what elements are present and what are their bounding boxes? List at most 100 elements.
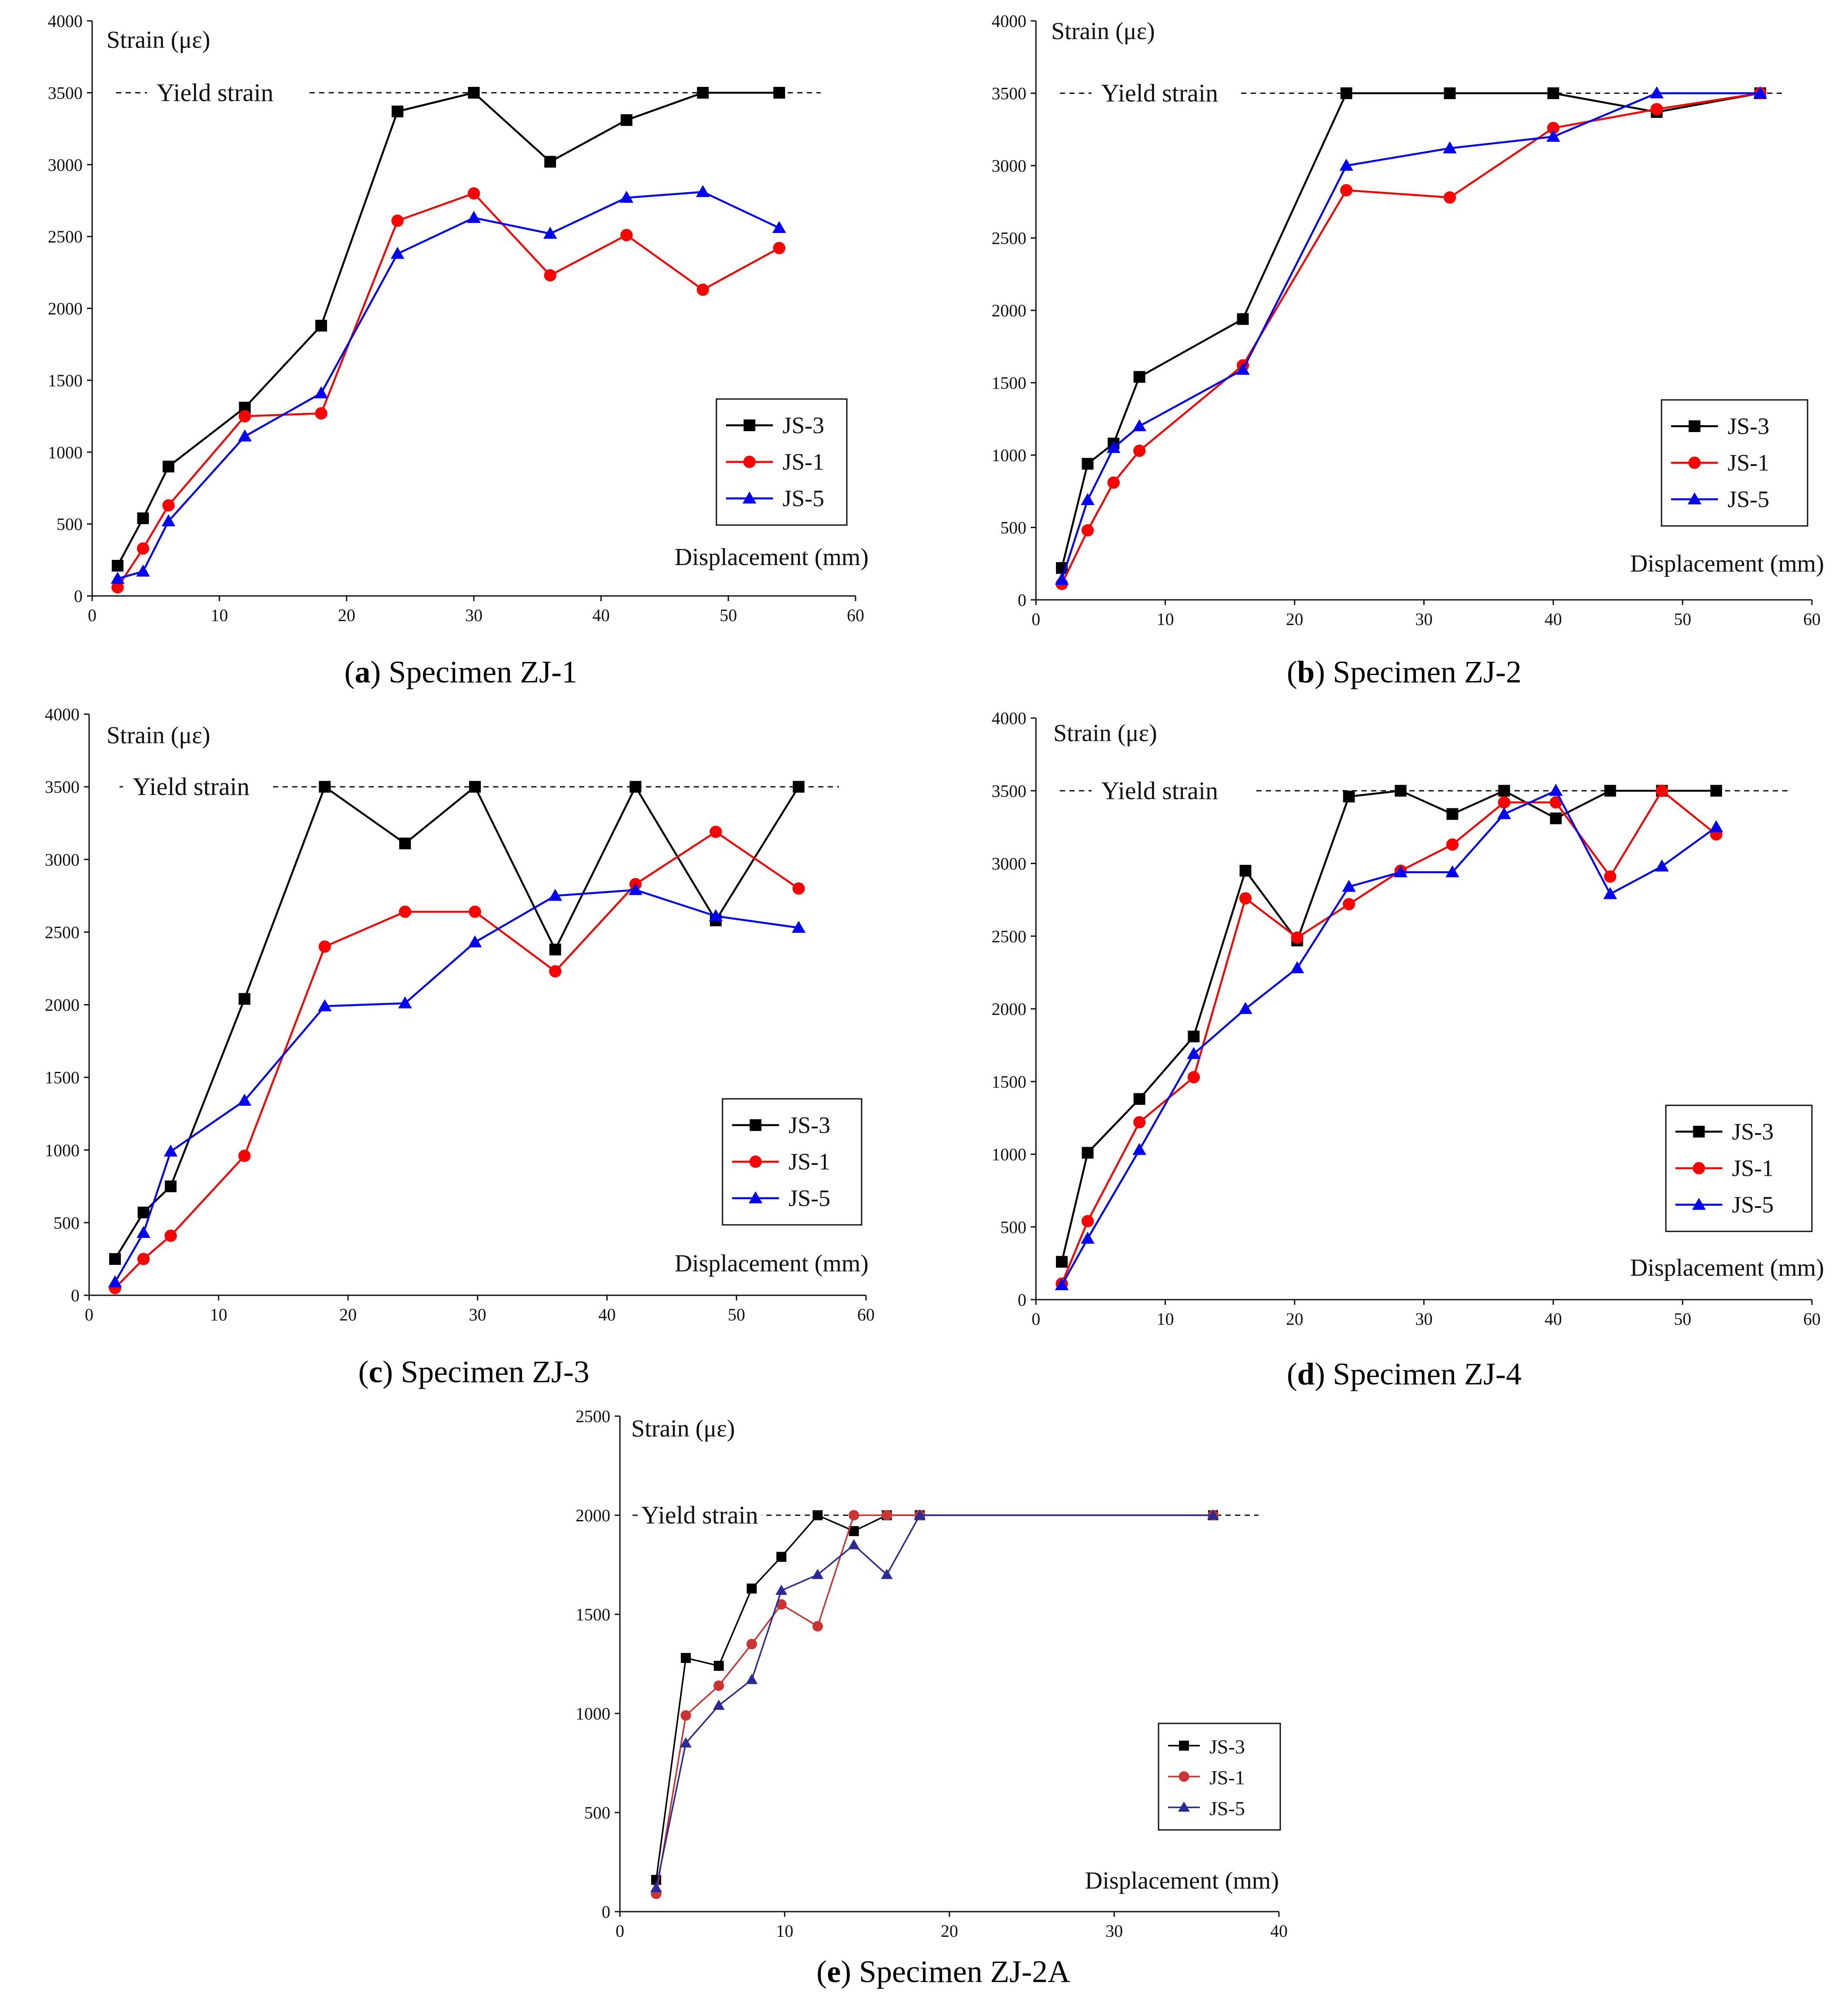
data-point <box>1710 785 1722 797</box>
data-point <box>681 1653 691 1663</box>
legend-label: JS-1 <box>782 449 824 475</box>
data-point <box>619 190 634 203</box>
data-point <box>390 246 405 259</box>
y-tick-label: 0 <box>1018 1290 1026 1310</box>
x-tick-label: 40 <box>1545 1309 1562 1329</box>
data-point <box>849 1510 859 1521</box>
x-tick-label: 10 <box>1157 609 1174 629</box>
data-point <box>137 512 149 524</box>
data-point <box>697 86 709 99</box>
data-point <box>318 999 332 1011</box>
data-point <box>1291 931 1304 944</box>
y-tick-label: 1500 <box>45 1068 80 1088</box>
data-point <box>1603 887 1617 899</box>
data-point <box>469 905 481 918</box>
y-tick-label: 3500 <box>992 781 1026 801</box>
data-point <box>110 572 125 584</box>
data-point <box>398 996 412 1008</box>
legend-marker <box>749 1119 762 1131</box>
data-point <box>467 187 480 200</box>
x-tick-label: 40 <box>598 1305 616 1324</box>
series-js-1 <box>651 1510 1219 1899</box>
data-point <box>881 1510 892 1521</box>
legend-marker <box>1688 456 1701 469</box>
panel-caption: (c) Specimen ZJ-3 <box>358 1354 589 1389</box>
data-point <box>163 460 175 472</box>
data-point <box>137 1226 150 1238</box>
data-point <box>1187 1047 1201 1059</box>
y-tick-label: 2000 <box>992 999 1026 1019</box>
y-tick-label: 4000 <box>992 708 1026 728</box>
series-line <box>1061 790 1717 1284</box>
data-point <box>1290 961 1304 974</box>
y-tick-label: 4000 <box>45 705 80 724</box>
legend-label: JS-1 <box>1728 450 1769 476</box>
data-point <box>315 319 327 332</box>
legend-marker <box>1179 1771 1189 1782</box>
data-point <box>1445 865 1459 878</box>
data-point <box>163 1144 178 1157</box>
data-point <box>1081 493 1095 505</box>
x-tick-label: 40 <box>1545 609 1562 629</box>
series-js-3 <box>1056 785 1722 1268</box>
data-point <box>544 269 556 282</box>
y-tick-label: 1000 <box>992 1145 1026 1164</box>
yield-strain-label: Yield strain <box>156 78 273 106</box>
legend-marker <box>1179 1740 1189 1751</box>
data-point <box>773 242 786 254</box>
data-point <box>848 1539 860 1550</box>
legend: JS-3 JS-1 JS-5 <box>722 1098 862 1226</box>
y-tick-label: 1500 <box>992 1072 1026 1091</box>
series-js-5 <box>110 185 786 584</box>
data-point <box>399 905 411 918</box>
y-tick-label: 2500 <box>45 922 80 942</box>
data-point <box>1498 785 1510 797</box>
data-point <box>1207 1509 1219 1520</box>
data-point <box>620 114 633 126</box>
data-point <box>238 429 252 442</box>
x-tick-label: 50 <box>1674 609 1692 629</box>
legend-label: JS-3 <box>1732 1119 1774 1145</box>
data-point <box>914 1509 926 1520</box>
x-tick-label: 30 <box>465 605 483 625</box>
x-tick-label: 60 <box>1803 609 1821 629</box>
data-point <box>467 211 481 223</box>
data-point <box>238 1149 251 1162</box>
data-point <box>468 86 480 99</box>
data-point <box>1056 1256 1068 1268</box>
y-tick-label: 3000 <box>992 156 1026 176</box>
data-point <box>549 965 562 978</box>
y-tick-label: 500 <box>53 1213 80 1233</box>
data-point <box>1604 870 1617 883</box>
data-point <box>112 560 124 572</box>
y-tick-label: 2500 <box>992 927 1026 946</box>
y-tick-label: 0 <box>74 586 83 606</box>
x-tick-label: 10 <box>210 1305 227 1324</box>
x-tick-label: 60 <box>857 1305 875 1324</box>
data-point <box>792 781 805 793</box>
data-point <box>1753 86 1767 99</box>
y-tick-label: 2000 <box>992 301 1026 320</box>
data-point <box>548 888 563 901</box>
y-tick-label: 3000 <box>992 854 1026 874</box>
data-point <box>1446 808 1458 820</box>
data-point <box>544 156 556 168</box>
data-point <box>713 1700 725 1710</box>
data-point <box>1133 444 1146 457</box>
series-line <box>117 192 780 588</box>
data-point <box>1342 880 1356 892</box>
legend-marker <box>743 419 756 432</box>
yield-strain-label: Yield strain <box>1101 776 1218 805</box>
data-point <box>1339 159 1353 171</box>
data-point <box>1132 419 1146 432</box>
data-point <box>315 407 327 420</box>
series-line <box>1061 92 1761 585</box>
x-tick-label: 10 <box>211 605 228 625</box>
data-point <box>773 86 785 99</box>
data-point <box>849 1526 859 1536</box>
y-tick-label: 2000 <box>48 299 83 319</box>
data-point <box>1239 1002 1252 1014</box>
data-point <box>1650 103 1663 116</box>
y-axis-label: Strain (με) <box>1053 720 1157 747</box>
data-point <box>1082 458 1094 470</box>
